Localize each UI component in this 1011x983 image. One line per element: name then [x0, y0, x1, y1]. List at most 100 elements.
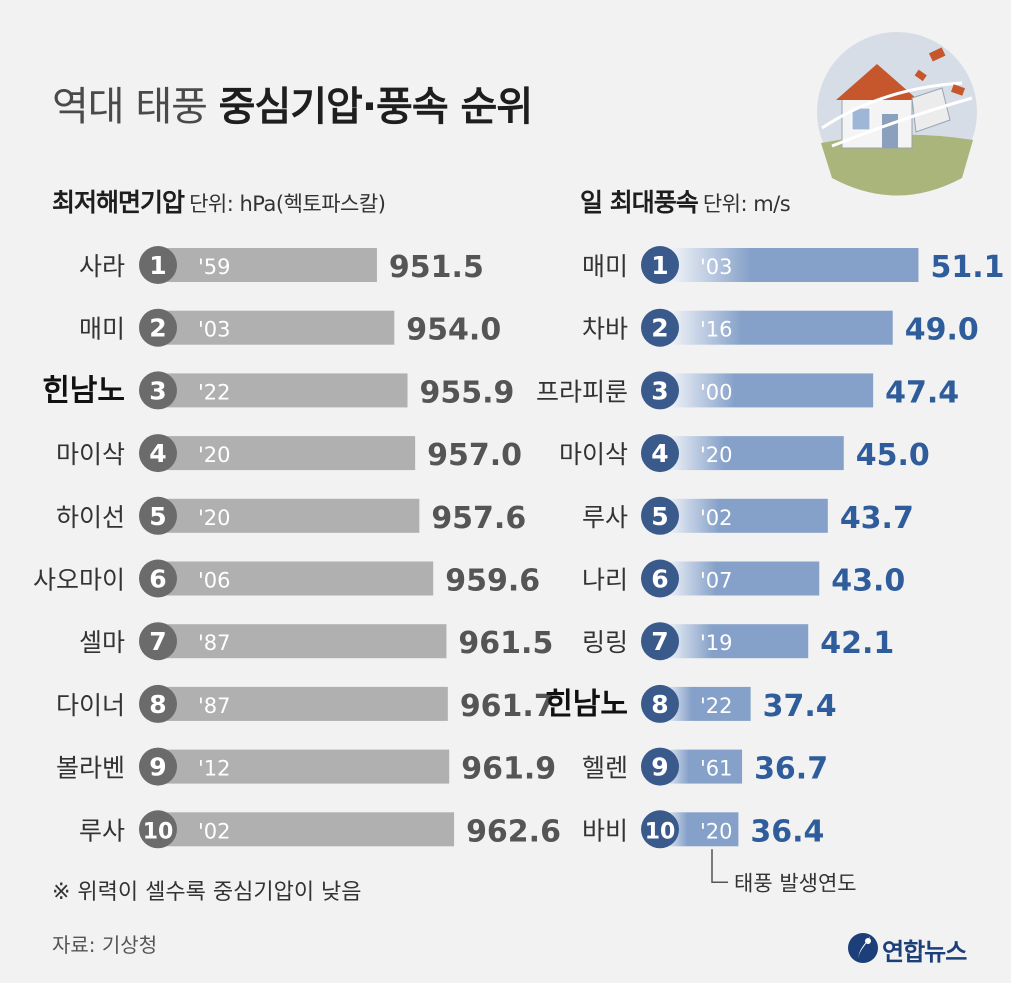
- rank-number-right: 7: [651, 627, 668, 656]
- pressure-value-label: 961.7: [460, 689, 555, 724]
- wind-value-label: 51.1: [930, 250, 1004, 285]
- pressure-value-label: 962.6: [466, 814, 561, 849]
- pressure-bar: [158, 310, 395, 345]
- wind-bar: [660, 436, 844, 471]
- pressure-bar: [158, 498, 420, 533]
- typhoon-name-left: 루사: [79, 816, 125, 845]
- rank-badge-left: [139, 246, 177, 284]
- typhoon-name-left: 볼라벤: [56, 754, 125, 783]
- rank-badge-right: [641, 559, 679, 598]
- pressure-value-label: 954.0: [406, 313, 501, 348]
- right-section-header: 일 최대풍속 단위: m/s: [580, 183, 791, 219]
- year-label-left: '02: [198, 819, 231, 843]
- left-section-header: 최저해면기압 단위: hPa(헥토파스칼): [52, 183, 386, 219]
- title-bold: 중심기압·풍속 순위: [218, 84, 534, 130]
- typhoon-name-left: 다이너: [56, 691, 125, 720]
- typhoon-name-right: 힌남노: [545, 687, 628, 722]
- rank-badge-left: [139, 684, 177, 723]
- year-label-left: '03: [198, 318, 231, 342]
- rank-number-left: 7: [149, 627, 166, 656]
- typhoon-name-left: 힌남노: [42, 373, 125, 408]
- rank-badge-left: [139, 747, 177, 786]
- title-light: 역대 태풍: [52, 84, 208, 130]
- wind-value-label: 36.7: [754, 752, 828, 787]
- yonhap-logo-icon: [848, 933, 878, 963]
- pressure-bar: [158, 812, 455, 847]
- typhoon-name-right: 프라피룬: [536, 377, 628, 406]
- pressure-value-label: 957.0: [427, 438, 522, 473]
- wind-bar: [660, 310, 893, 345]
- pressure-value-label: 955.9: [420, 375, 515, 410]
- typhoon-name-left: 사오마이: [33, 566, 125, 595]
- year-label-right: '16: [700, 318, 733, 342]
- rank-badge-left: [139, 559, 177, 598]
- typhoon-name-right: 마이삭: [559, 440, 628, 469]
- right-section-unit: 단위: m/s: [702, 192, 791, 216]
- rank-badge-right: [641, 308, 679, 347]
- rank-number-left: 3: [149, 376, 166, 405]
- year-label-left: '20: [198, 443, 231, 467]
- rank-number-right: 6: [651, 565, 668, 594]
- rank-number-left: 6: [149, 565, 166, 594]
- wind-value-label: 43.7: [840, 501, 914, 536]
- wind-bar: [660, 624, 809, 659]
- pressure-bar: [158, 436, 416, 471]
- rank-badge-left: [139, 434, 177, 473]
- year-label-right: '19: [700, 631, 733, 655]
- rank-badge-left: [139, 308, 177, 347]
- rank-number-left: 9: [149, 753, 166, 782]
- typhoon-name-right: 링링: [582, 628, 628, 657]
- house-storm-icon: [817, 32, 977, 196]
- rank-badge-left: [139, 622, 177, 661]
- page-title: 역대 태풍 중심기압·풍속 순위: [52, 74, 534, 132]
- rank-number-left: 2: [149, 314, 166, 343]
- pressure-value-label: 961.5: [458, 626, 553, 661]
- wind-value-label: 43.0: [831, 564, 905, 599]
- pressure-bar: [158, 248, 377, 282]
- year-annotation: 태풍 발생연도: [734, 871, 857, 895]
- year-label-left: '59: [198, 255, 231, 279]
- rank-badge-right: [641, 622, 679, 661]
- pressure-value-label: 961.9: [461, 752, 556, 787]
- year-label-right: '22: [700, 694, 733, 718]
- year-label-left: '06: [198, 569, 231, 593]
- yonhap-logo: 연합뉴스: [846, 926, 996, 970]
- note-text: ※ 위력이 셀수록 중심기압이 낮음: [52, 880, 362, 905]
- rank-number-left: 4: [149, 439, 166, 468]
- wind-value-label: 42.1: [820, 626, 894, 661]
- rank-badge-right: [641, 810, 679, 849]
- wind-bar: [660, 248, 919, 282]
- typhoon-name-left: 매미: [79, 315, 125, 344]
- pressure-bar: [158, 624, 447, 659]
- typhoon-name-left: 사라: [79, 252, 125, 281]
- pressure-bar: [158, 561, 434, 596]
- rank-number-right: 2: [651, 314, 668, 343]
- wind-value-label: 49.0: [905, 313, 979, 348]
- pressure-value-label: 959.6: [445, 564, 540, 599]
- wind-value-label: 37.4: [763, 689, 837, 724]
- year-label-right: '61: [700, 757, 733, 781]
- rank-number-left: 10: [143, 819, 174, 844]
- pressure-value-label: 951.5: [389, 250, 484, 285]
- year-label-left: '20: [198, 506, 231, 530]
- pressure-value-label: 957.6: [431, 501, 526, 536]
- rank-number-left: 1: [149, 251, 166, 280]
- year-label-right: '20: [700, 443, 733, 467]
- rank-badge-left: [139, 810, 177, 849]
- wind-bar: [660, 561, 820, 596]
- rank-badge-right: [641, 496, 679, 535]
- typhoon-name-right: 나리: [582, 566, 628, 595]
- year-label-left: '22: [198, 380, 231, 404]
- rank-number-right: 8: [651, 690, 668, 719]
- left-section-title: 최저해면기압: [52, 188, 185, 217]
- wind-bar: [660, 373, 874, 408]
- typhoon-name-left: 하이선: [56, 503, 125, 532]
- pressure-bar: [158, 749, 450, 784]
- typhoon-name-right: 헬렌: [582, 754, 628, 783]
- typhoon-name-right: 바비: [582, 816, 628, 845]
- typhoon-name-right: 루사: [582, 503, 628, 532]
- wind-bar: [660, 498, 828, 533]
- year-label-right: '00: [700, 380, 733, 404]
- rank-number-right: 5: [651, 502, 668, 531]
